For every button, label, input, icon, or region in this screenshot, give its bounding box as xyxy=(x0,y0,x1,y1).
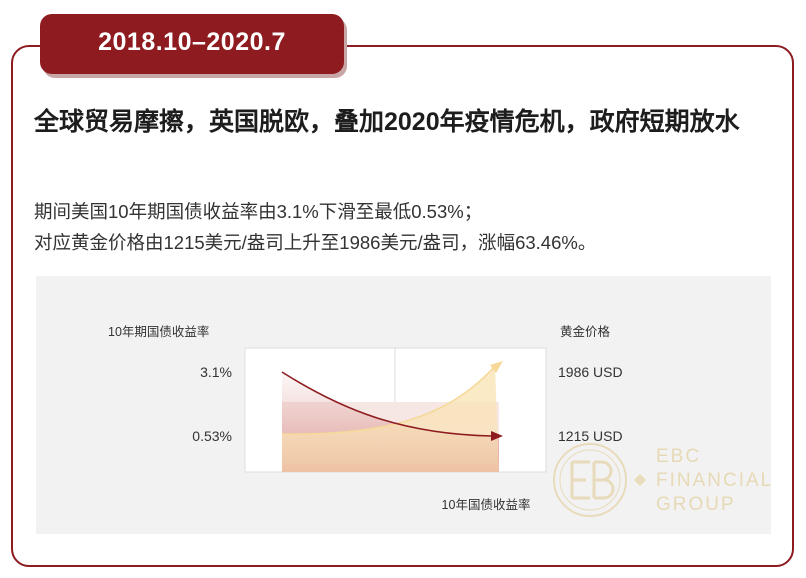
period-label: 2018.10–2020.7 xyxy=(98,28,286,56)
watermark-line-3: GROUP xyxy=(656,494,736,515)
chart: 10年期国债收益率 黄金价格 3.1% 0.53% 1986 USD 1215 … xyxy=(108,324,623,512)
description-line-1: 期间美国10年期国债收益率由3.1%下滑至最低0.53%； xyxy=(34,201,483,222)
x-axis-label: 10年国债收益率 xyxy=(442,497,531,512)
right-tick-bottom: 1215 USD xyxy=(558,428,623,444)
gold-area xyxy=(282,366,499,472)
headline: 全球贸易摩擦，英国脱欧，叠加2020年疫情危机，政府短期放水 xyxy=(34,108,740,136)
yield-line xyxy=(281,371,492,437)
left-tick-top: 3.1% xyxy=(200,364,232,380)
chart-panel: 10年期国债收益率 黄金价格 3.1% 0.53% 1986 USD 1215 … xyxy=(36,276,771,534)
watermark-line-1: EBC xyxy=(656,446,702,467)
right-tick-top: 1986 USD xyxy=(558,364,623,380)
watermark-line-2: FINANCIAL xyxy=(656,470,774,491)
gold-price-line xyxy=(281,365,496,435)
right-axis-label: 黄金价格 xyxy=(560,324,611,339)
left-axis-label: 10年期国债收益率 xyxy=(108,324,209,339)
period-tab: 2018.10–2020.7 xyxy=(40,14,344,74)
description: 期间美国10年期国债收益率由3.1%下滑至最低0.53%； 对应黄金价格由121… xyxy=(34,196,774,258)
left-tick-bottom: 0.53% xyxy=(192,428,232,444)
yield-arrow xyxy=(491,431,503,441)
description-line-2: 对应黄金价格由1215美元/盎司上升至1986美元/盎司，涨幅63.46%。 xyxy=(34,232,597,253)
gold-arrow xyxy=(490,361,503,373)
ebc-logo-icon xyxy=(553,443,646,517)
